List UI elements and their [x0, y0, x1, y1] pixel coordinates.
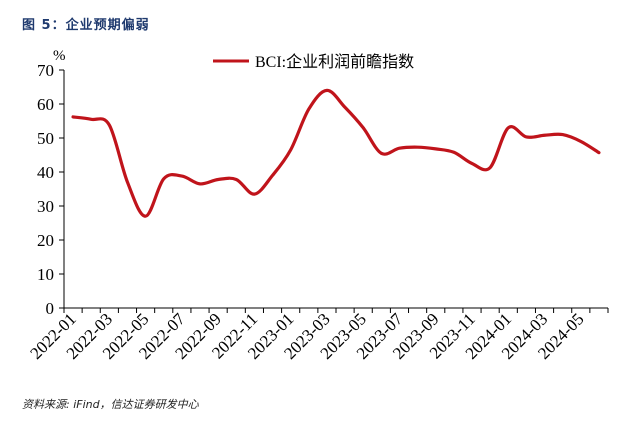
y-tick-label: 50 [37, 129, 54, 148]
axes [59, 69, 609, 313]
y-tick-label: 10 [37, 265, 54, 284]
y-tick-label: 40 [37, 163, 54, 182]
data-point-2023-10 [452, 151, 455, 154]
legend-label: BCI:企业利润前瞻指数 [255, 53, 414, 71]
y-tick-labels: 0 10 20 30 40 50 60 70 [37, 61, 54, 318]
data-point-2024-05 [579, 140, 582, 143]
data-point-2023-05 [362, 126, 365, 129]
data-point-2024-04 [561, 133, 564, 136]
data-point-2024-03 [543, 134, 546, 137]
y-tick-label: 0 [46, 299, 55, 318]
data-point-2023-03 [325, 89, 328, 92]
data-point-2023-12 [489, 166, 492, 169]
data-point-2023-11 [471, 162, 474, 165]
data-point-2024-06 [597, 151, 600, 154]
y-tick-label: 20 [37, 231, 54, 250]
data-point-2022-12 [271, 174, 274, 177]
data-point-2023-06 [380, 152, 383, 155]
data-point-2022-04 [126, 181, 129, 184]
y-axis-unit: % [53, 48, 66, 64]
legend: BCI:企业利润前瞻指数 [213, 53, 414, 71]
data-points [72, 89, 601, 218]
y-tick-label: 60 [37, 95, 54, 114]
data-point-2023-01 [289, 148, 292, 151]
data-point-2022-09 [217, 178, 220, 181]
data-point-2022-10 [235, 178, 238, 181]
data-point-2022-08 [199, 182, 202, 185]
data-point-2022-06 [162, 177, 165, 180]
data-point-2022-07 [180, 175, 183, 178]
data-point-2022-01 [72, 115, 75, 118]
data-point-2022-03 [108, 124, 111, 127]
y-tick-label: 70 [37, 61, 54, 80]
data-point-2022-11 [253, 193, 256, 196]
series-line-bci-profit-index [71, 88, 601, 218]
data-point-2024-01 [507, 126, 510, 129]
x-tick-labels: 2022-012022-032022-052022-072022-092022-… [26, 309, 587, 363]
data-point-2024-02 [525, 135, 528, 138]
data-point-2023-02 [307, 108, 310, 111]
y-tick-label: 30 [37, 197, 54, 216]
data-point-2022-02 [90, 118, 93, 121]
figure-title: 图 5：企业预期偏弱 [22, 18, 150, 33]
data-point-2023-09 [434, 147, 437, 150]
data-point-2023-07 [398, 147, 401, 150]
data-point-2023-08 [416, 146, 419, 149]
data-point-2023-04 [344, 106, 347, 109]
data-point-2022-05 [144, 215, 147, 218]
figure-source: 资料来源: iFind，信达证券研发中心 [22, 398, 199, 411]
